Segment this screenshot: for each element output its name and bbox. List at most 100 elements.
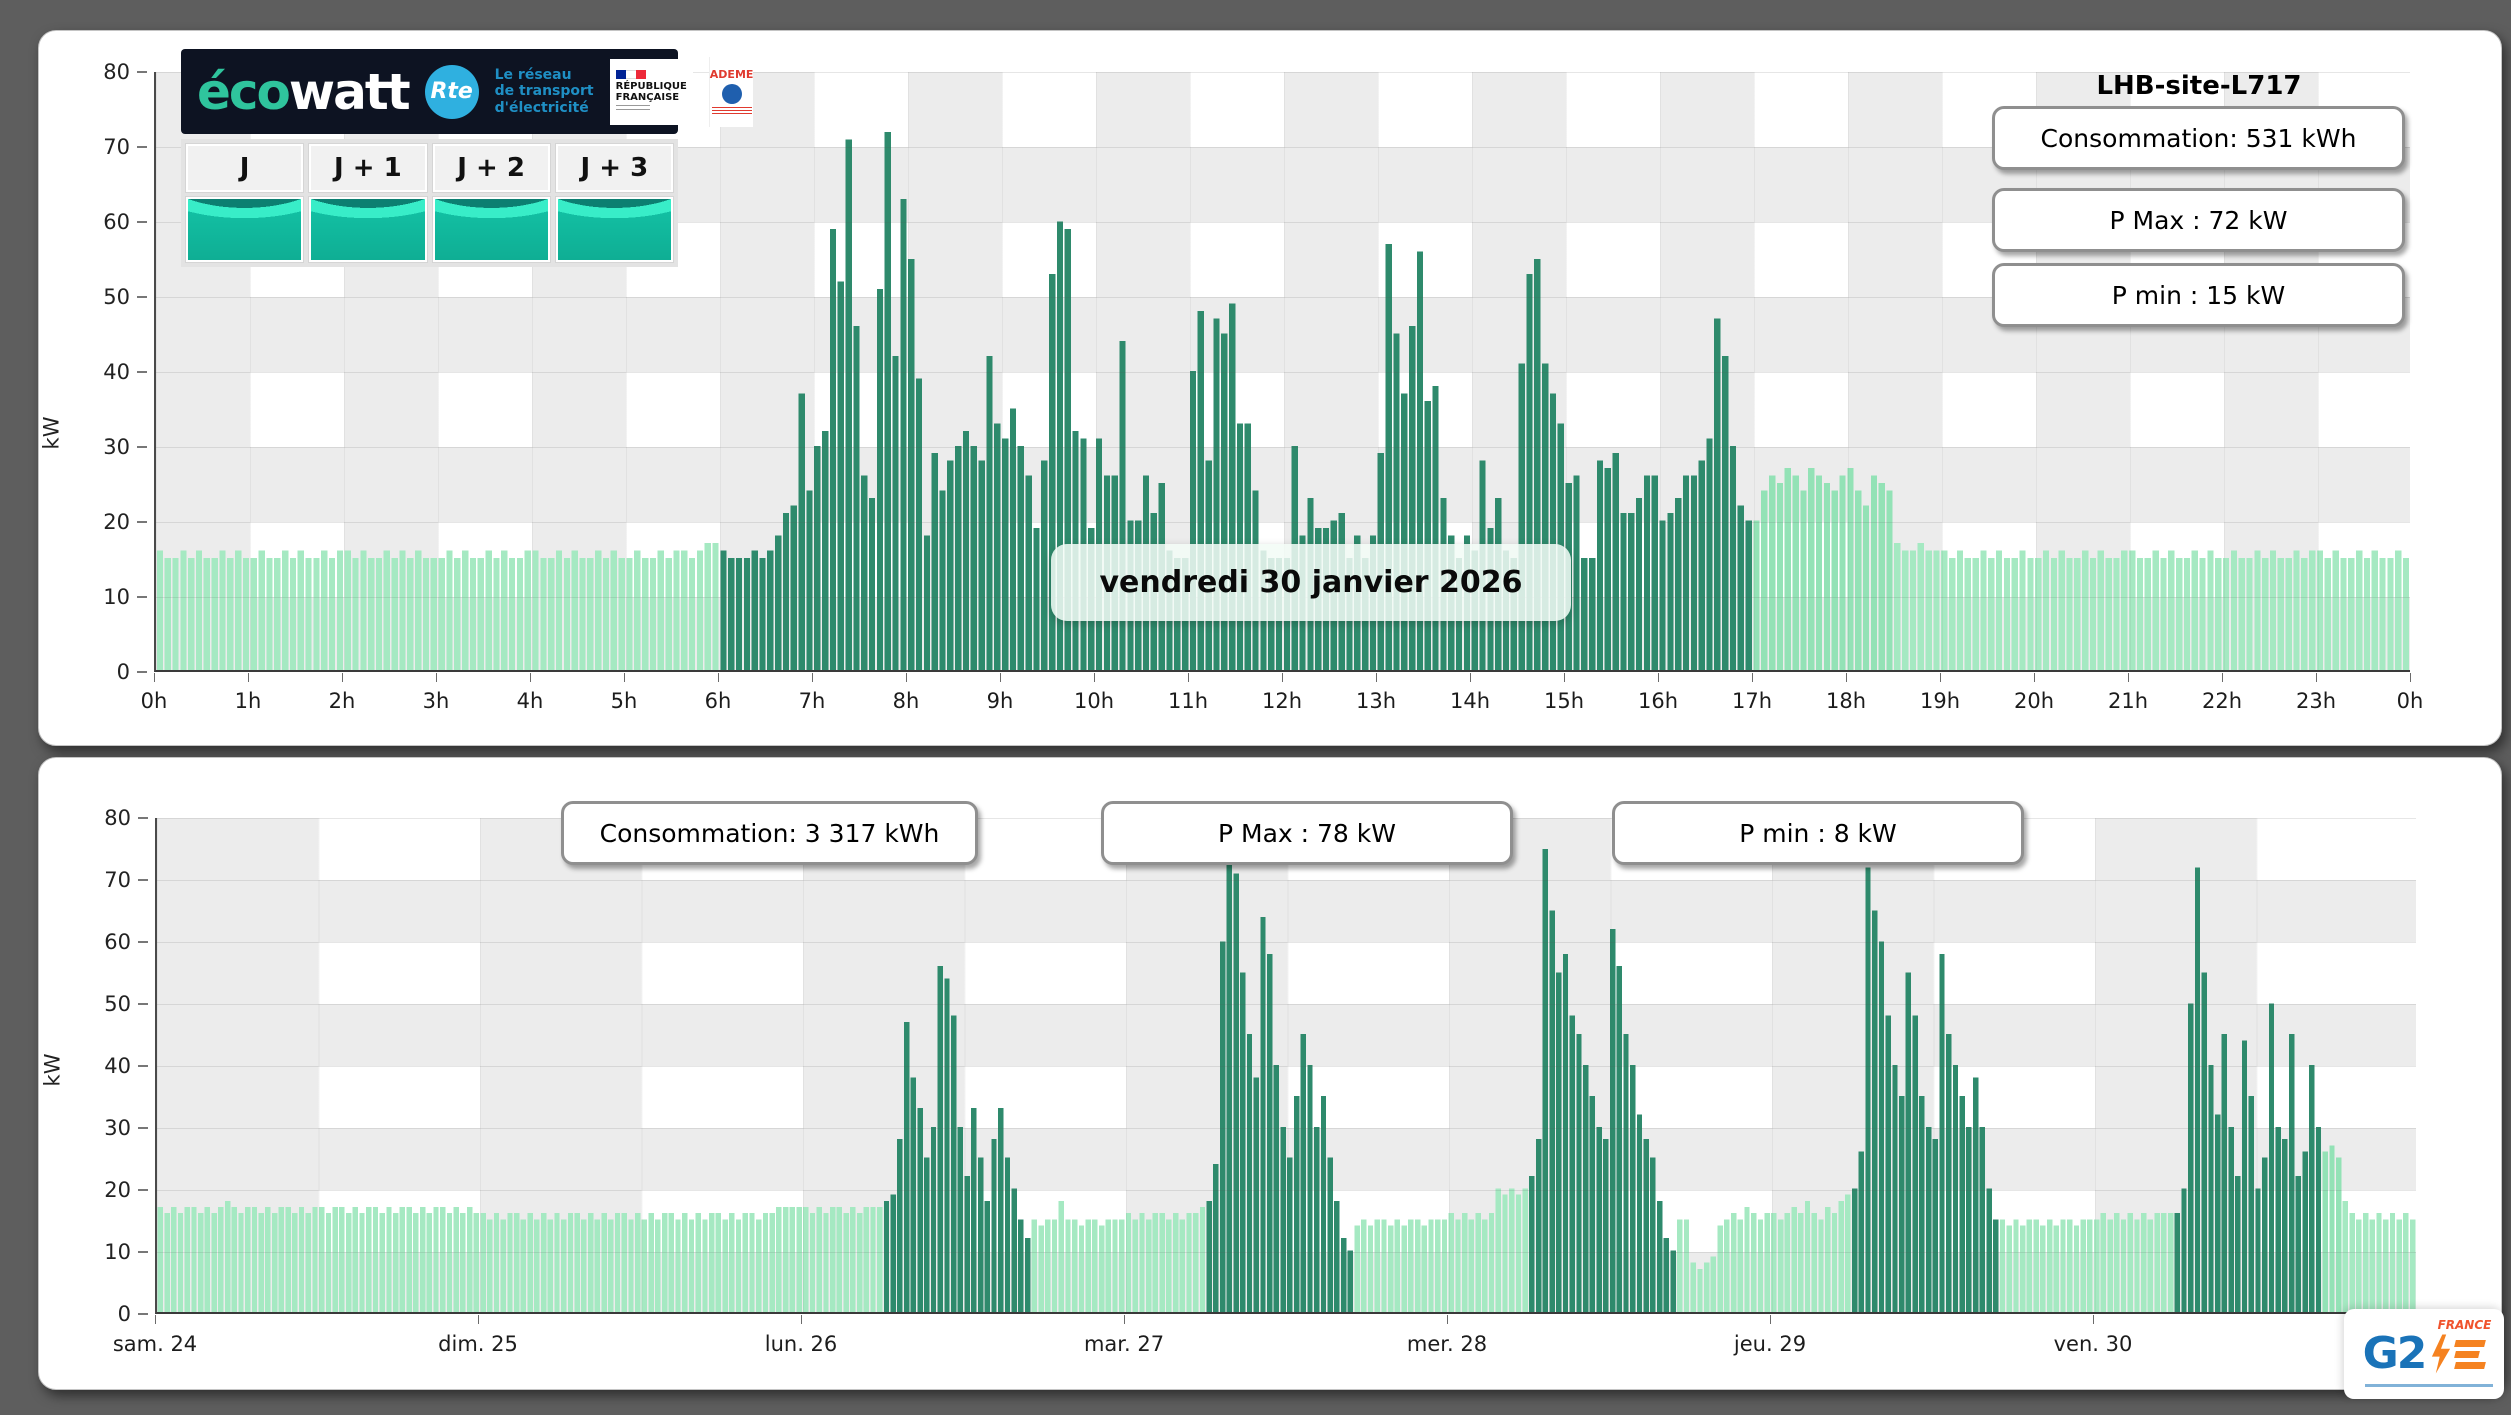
axis-tick-mark bbox=[2128, 673, 2129, 682]
axis-tick-label: 30 bbox=[104, 1116, 148, 1140]
axis-tick-label: 20 bbox=[104, 1178, 148, 1202]
axis-tick-label: 22h bbox=[2201, 689, 2243, 713]
lightning-bolt-icon bbox=[2432, 1334, 2451, 1374]
week-chart-y-axis-labels: 80 70 60 50 40 30 20 10 0 bbox=[78, 806, 148, 1326]
tile-day-j3[interactable]: J + 3 bbox=[554, 143, 675, 263]
stat-pmax-week: P Max : 78 kW bbox=[1101, 801, 1513, 865]
axis-tick-label: 16h bbox=[1637, 689, 1679, 713]
axis-tick-mark bbox=[1282, 673, 1283, 682]
axis-tick-mark bbox=[2093, 1315, 2094, 1324]
axis-tick-label: 40 bbox=[104, 1054, 148, 1078]
week-chart-bars bbox=[157, 830, 2416, 1312]
axis-tick-mark bbox=[530, 673, 531, 682]
axis-tick-mark bbox=[1752, 673, 1753, 682]
stat-pmin-day: P min : 15 kW bbox=[1992, 263, 2405, 327]
axis-tick-label: 0 bbox=[118, 1302, 148, 1326]
axis-tick-label: lun. 26 bbox=[764, 1332, 838, 1356]
axis-tick-label: sam. 24 bbox=[112, 1332, 198, 1356]
week-chart-x-axis-labels: sam. 24 dim. 25 lun. 26 mar. 27 mer. 28 jeu. … bbox=[113, 1332, 2416, 1362]
axis-tick-mark bbox=[1940, 673, 1941, 682]
axis-tick-label: 12h bbox=[1261, 689, 1303, 713]
g2e-logo-text: G2 bbox=[2362, 1328, 2428, 1379]
day-chart-x-axis-labels: 0h 1h 2h 3h 4h 5h 6h 7h 8h 9h 10h 11h 12h 13h 14h 15h 16… bbox=[141, 689, 2424, 719]
republique-francaise-logo: RÉPUBLIQUE FRANÇAISE bbox=[609, 58, 693, 125]
axis-tick-label: 18h bbox=[1825, 689, 1867, 713]
axis-tick-label: 21h bbox=[2107, 689, 2149, 713]
axis-tick-label: 70 bbox=[104, 868, 148, 892]
axis-tick-label: 9h bbox=[986, 689, 1014, 713]
g2e-france-label: FRANCE bbox=[2437, 1318, 2492, 1332]
day-chart-bars bbox=[156, 131, 2410, 670]
axis-tick-mark bbox=[624, 673, 625, 682]
axis-tick-mark bbox=[1188, 673, 1189, 682]
axis-tick-label: 6h bbox=[704, 689, 732, 713]
axis-tick-mark bbox=[1470, 673, 1471, 682]
axis-tick-mark bbox=[718, 673, 719, 682]
axis-tick-label: 20 bbox=[103, 510, 147, 534]
stat-pmax-day: P Max : 72 kW bbox=[1992, 188, 2405, 252]
axis-tick-label: ven. 30 bbox=[2053, 1332, 2133, 1356]
axis-tick-mark bbox=[2034, 673, 2035, 682]
stat-consommation-day: Consommation: 531 kWh bbox=[1992, 106, 2405, 170]
axis-tick-mark bbox=[1846, 673, 1847, 682]
axis-tick-mark bbox=[1376, 673, 1377, 682]
stat-pmin-week: P min : 8 kW bbox=[1612, 801, 2024, 865]
french-flag-icon bbox=[615, 70, 646, 79]
ecowatt-signal-green-icon bbox=[184, 196, 305, 263]
site-title: LHB-site-L717 bbox=[2096, 71, 2302, 101]
ademe-globe-icon bbox=[721, 83, 742, 104]
axis-tick-label: 0 bbox=[117, 660, 147, 684]
rte-logo: Rte bbox=[424, 64, 479, 119]
axis-tick-label: dim. 25 bbox=[438, 1332, 518, 1356]
axis-tick-label: 14h bbox=[1449, 689, 1491, 713]
ecowatt-logo: écowatt bbox=[197, 62, 411, 121]
axis-tick-label: 3h bbox=[422, 689, 450, 713]
axis-tick-label: 30 bbox=[103, 435, 147, 459]
day-chart-y-axis-labels: 80 70 60 50 40 30 20 10 0 bbox=[77, 60, 147, 684]
axis-tick-mark bbox=[436, 673, 437, 682]
axis-tick-mark bbox=[2410, 673, 2411, 682]
axis-tick-label: 20h bbox=[2013, 689, 2055, 713]
axis-tick-mark bbox=[1564, 673, 1565, 682]
axis-tick-label: 8h bbox=[892, 689, 920, 713]
axis-tick-label: 10 bbox=[103, 585, 147, 609]
axis-tick-label: 0h bbox=[2396, 689, 2424, 713]
axis-tick-label: 11h bbox=[1167, 689, 1209, 713]
axis-tick-label: 2h bbox=[328, 689, 356, 713]
axis-tick-label: 17h bbox=[1731, 689, 1773, 713]
ecowatt-banner: écowatt Rte Le réseau de transport d'éle… bbox=[181, 49, 754, 134]
axis-tick-mark bbox=[248, 673, 249, 682]
axis-tick-label: jeu. 29 bbox=[1733, 1332, 1807, 1356]
tile-day-j2[interactable]: J + 2 bbox=[431, 143, 551, 263]
date-label: vendredi 30 janvier 2026 bbox=[1051, 544, 1571, 621]
axis-tick-label: 40 bbox=[103, 360, 147, 384]
week-chart-y-axis-title: kW bbox=[40, 1053, 65, 1087]
axis-tick-label: 80 bbox=[103, 60, 147, 84]
stat-consommation-week: Consommation: 3 317 kWh bbox=[561, 801, 978, 865]
axis-tick-mark bbox=[1124, 1315, 1125, 1324]
g2e-e-glyph bbox=[2454, 1339, 2487, 1369]
axis-tick-label: 10 bbox=[104, 1240, 148, 1264]
axis-tick-mark bbox=[906, 673, 907, 682]
ecowatt-signal-green-icon bbox=[308, 196, 428, 263]
week-chart-x-axis-ticks bbox=[155, 1315, 2417, 1324]
ademe-logo: ADEME bbox=[708, 56, 754, 127]
axis-tick-label: 60 bbox=[103, 210, 147, 234]
panel-week-chart: 80 70 60 50 40 30 20 10 0 kW sam. 24 dim. 25 lun. … bbox=[38, 757, 2504, 1399]
day-chart-x-axis-ticks bbox=[154, 673, 2411, 682]
ecowatt-forecast-tiles: J J + 1 J + 2 J + 3 bbox=[181, 139, 678, 267]
axis-tick-mark bbox=[1094, 673, 1095, 682]
g2e-logo: G2 FRANCE bbox=[2344, 1309, 2504, 1399]
axis-tick-label: 1h bbox=[234, 689, 262, 713]
axis-tick-mark bbox=[1000, 673, 1001, 682]
tile-day-j1[interactable]: J + 1 bbox=[308, 143, 428, 263]
axis-tick-mark bbox=[801, 1315, 802, 1324]
panel-day-chart: 80 70 60 50 40 30 20 10 0 kW 0h 1h 2h 3h 4h 5h 6h 7h 8h 9… bbox=[38, 30, 2502, 746]
axis-tick-mark bbox=[1770, 1315, 1771, 1324]
axis-tick-label: 0h bbox=[140, 689, 168, 713]
g2e-tagline-line bbox=[2364, 1384, 2493, 1387]
tile-day-j[interactable]: J bbox=[184, 143, 305, 263]
axis-tick-label: 19h bbox=[1919, 689, 1961, 713]
rte-tagline: Le réseau de transport d'électricité bbox=[494, 67, 594, 116]
